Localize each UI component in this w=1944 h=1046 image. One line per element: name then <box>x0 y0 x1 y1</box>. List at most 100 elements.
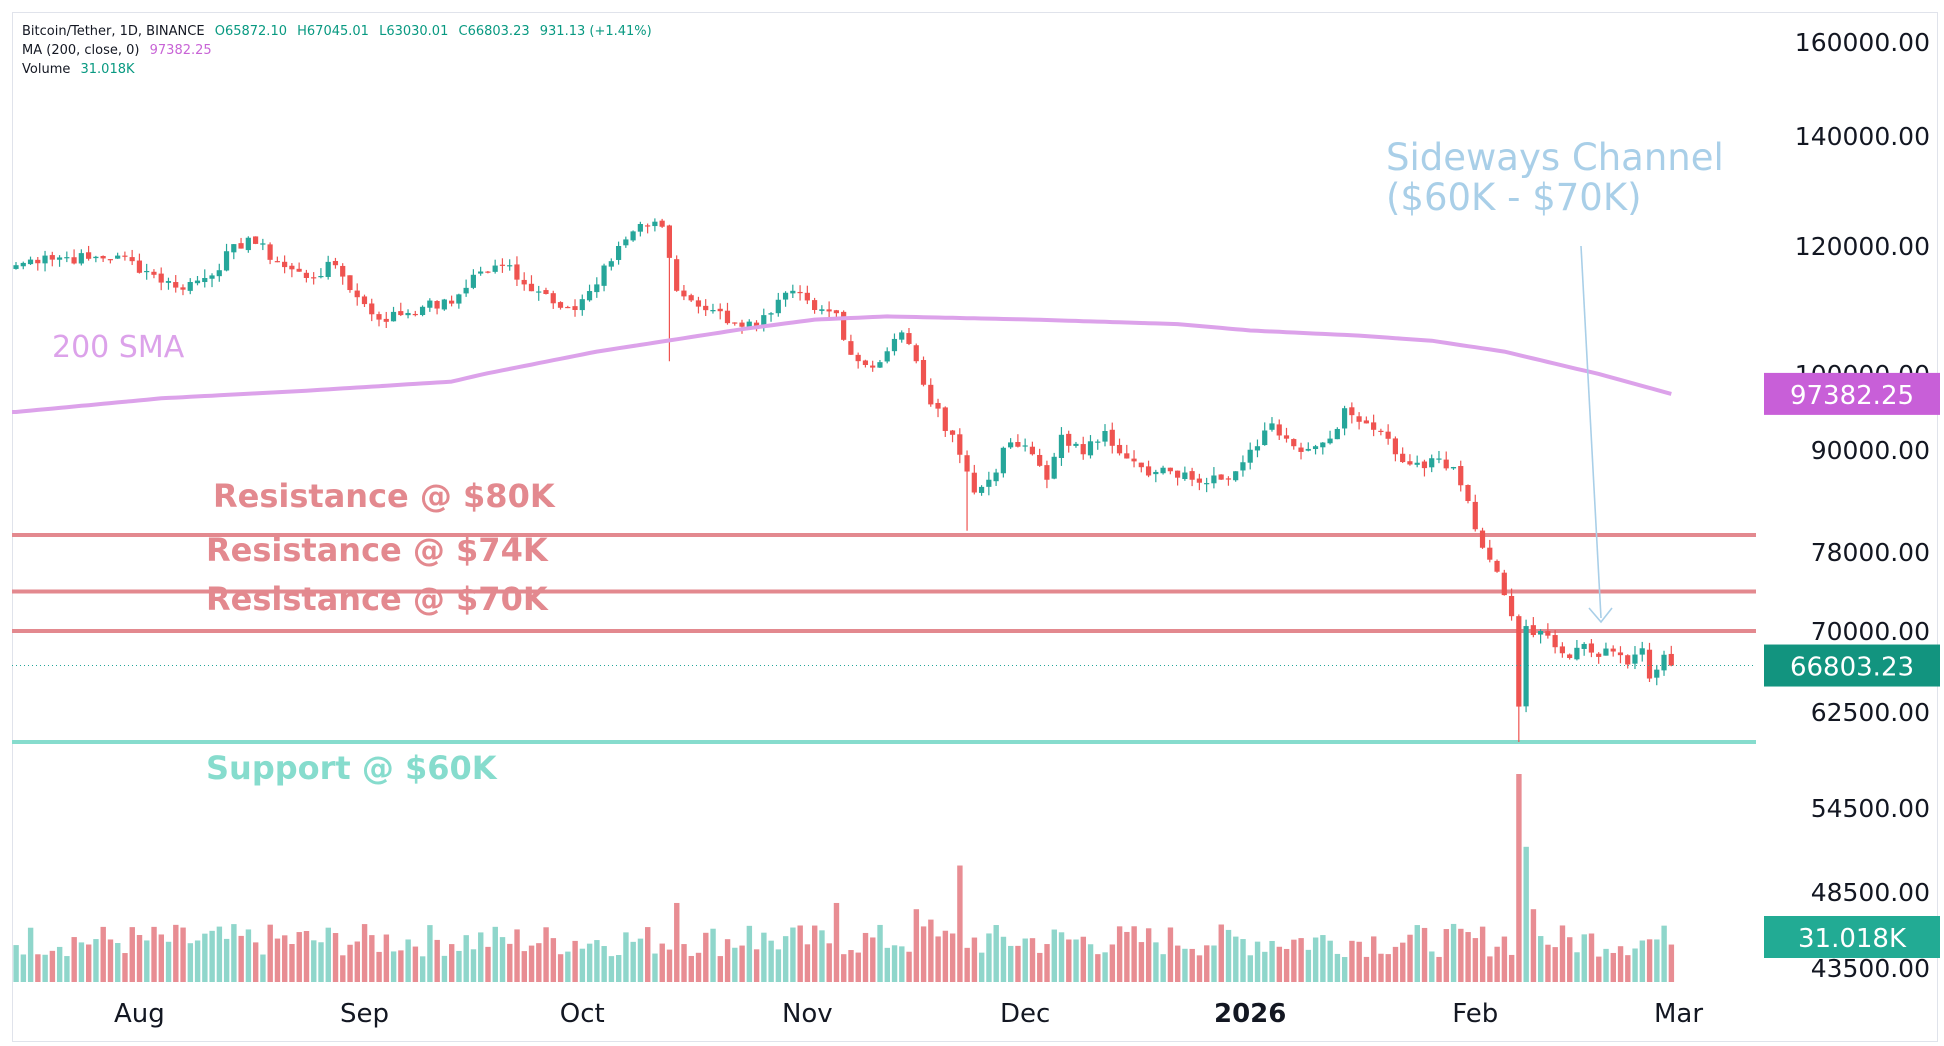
candle-body[interactable] <box>942 407 948 431</box>
candle-body[interactable] <box>1211 475 1217 484</box>
candle-body[interactable] <box>1400 453 1406 463</box>
candle-body[interactable] <box>1356 416 1362 422</box>
candle-body[interactable] <box>1559 646 1565 654</box>
candle-body[interactable] <box>659 220 665 227</box>
candle-body[interactable] <box>1472 501 1478 530</box>
candle-body[interactable] <box>746 321 752 327</box>
candle-body[interactable] <box>485 271 491 273</box>
candle-body[interactable] <box>347 275 353 291</box>
candle-body[interactable] <box>1414 462 1420 465</box>
candle-body[interactable] <box>173 282 179 288</box>
candle-body[interactable] <box>267 244 273 260</box>
candle-body[interactable] <box>1109 429 1115 446</box>
candle-body[interactable] <box>949 430 956 435</box>
candle-body[interactable] <box>405 312 411 316</box>
candle-body[interactable] <box>1668 653 1674 666</box>
candle-body[interactable] <box>1385 431 1391 439</box>
candle-body[interactable] <box>507 265 513 267</box>
candle-body[interactable] <box>1073 443 1079 446</box>
candle-body[interactable] <box>579 299 585 311</box>
candle-body[interactable] <box>615 246 622 260</box>
candle-body[interactable] <box>1015 442 1021 447</box>
candle-body[interactable] <box>122 255 128 257</box>
candle-body[interactable] <box>1378 430 1384 432</box>
candle-body[interactable] <box>550 293 556 304</box>
candle-body[interactable] <box>398 311 404 316</box>
candle-body[interactable] <box>1262 430 1268 446</box>
candle-body[interactable] <box>877 362 883 368</box>
candle-body[interactable] <box>732 322 738 324</box>
candle-body[interactable] <box>194 280 201 284</box>
candle-body[interactable] <box>223 251 230 271</box>
candle-body[interactable] <box>463 287 469 294</box>
candle-body[interactable] <box>78 253 84 264</box>
candle-body[interactable] <box>782 292 789 300</box>
candle-body[interactable] <box>1051 456 1057 479</box>
candle-body[interactable] <box>136 260 143 273</box>
candle-body[interactable] <box>144 270 150 273</box>
candle-body[interactable] <box>1632 654 1638 664</box>
candle-body[interactable] <box>180 287 186 290</box>
candle-body[interactable] <box>521 279 527 285</box>
candle-body[interactable] <box>1530 625 1536 636</box>
candle-body[interactable] <box>884 351 890 362</box>
candle-body[interactable] <box>296 268 302 272</box>
candle-body[interactable] <box>187 282 193 291</box>
candle-body[interactable] <box>1516 616 1522 707</box>
candle-body[interactable] <box>441 299 447 310</box>
candle-body[interactable] <box>688 295 694 301</box>
candle-body[interactable] <box>1291 439 1297 447</box>
candle-body[interactable] <box>957 434 963 455</box>
candle-body[interactable] <box>993 472 999 482</box>
candle-body[interactable] <box>434 301 440 309</box>
candle-body[interactable] <box>1240 462 1246 471</box>
candle-body[interactable] <box>1225 478 1232 480</box>
candle-body[interactable] <box>1131 458 1137 462</box>
candle-body[interactable] <box>1145 466 1152 476</box>
candle-body[interactable] <box>855 354 861 362</box>
candle-body[interactable] <box>49 255 55 260</box>
candle-body[interactable] <box>478 271 484 274</box>
candle-body[interactable] <box>1421 461 1428 469</box>
candle-body[interactable] <box>318 276 324 278</box>
candle-body[interactable] <box>1334 428 1340 440</box>
candle-body[interactable] <box>1392 438 1398 455</box>
candle-body[interactable] <box>891 338 898 352</box>
candle-body[interactable] <box>964 455 970 472</box>
candle-body[interactable] <box>986 479 992 487</box>
candle-body[interactable] <box>1305 448 1311 451</box>
candle-body[interactable] <box>1204 483 1210 485</box>
sma-200-line[interactable] <box>12 314 1672 414</box>
candle-body[interactable] <box>1233 471 1239 481</box>
candle-body[interactable] <box>775 299 781 314</box>
candle-body[interactable] <box>1247 449 1253 463</box>
candle-body[interactable] <box>1182 472 1188 480</box>
candle-body[interactable] <box>93 256 99 259</box>
candle-body[interactable] <box>129 257 135 262</box>
candle-body[interactable] <box>565 306 571 309</box>
candle-body[interactable] <box>703 305 709 311</box>
candle-body[interactable] <box>1596 653 1602 657</box>
candle-body[interactable] <box>1349 407 1355 416</box>
candle-body[interactable] <box>768 313 774 315</box>
candle-body[interactable] <box>1196 478 1202 483</box>
candle-body[interactable] <box>710 310 716 312</box>
candle-body[interactable] <box>419 306 426 315</box>
candle-body[interactable] <box>492 265 498 272</box>
candle-body[interactable] <box>383 318 389 322</box>
candle-body[interactable] <box>1022 445 1028 447</box>
candle-body[interactable] <box>848 341 854 355</box>
candle-body[interactable] <box>1029 446 1035 455</box>
candle-body[interactable] <box>158 273 164 283</box>
candle-body[interactable] <box>1167 467 1173 472</box>
candle-body[interactable] <box>27 259 34 265</box>
candle-body[interactable] <box>790 290 796 294</box>
candle-body[interactable] <box>623 239 629 246</box>
candle-body[interactable] <box>311 277 317 279</box>
candle-body[interactable] <box>971 472 977 493</box>
candle-body[interactable] <box>1116 444 1123 454</box>
candle-body[interactable] <box>354 290 360 298</box>
candle-body[interactable] <box>499 264 506 266</box>
candle-body[interactable] <box>20 262 26 267</box>
candle-body[interactable] <box>812 300 818 310</box>
